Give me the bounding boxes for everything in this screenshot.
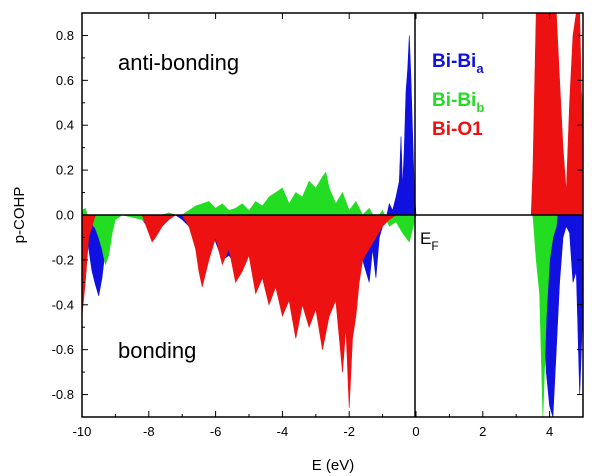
x-axis-title: E (eV) <box>312 457 355 474</box>
x-tick-label: -4 <box>277 424 289 439</box>
y-axis-title: p-COHP <box>11 187 28 244</box>
x-tick-label: -8 <box>143 424 155 439</box>
fermi-level-subscript: F <box>431 239 438 253</box>
legend-entry-label: Bi-Bi <box>432 51 476 72</box>
y-tick-label: 0.8 <box>56 28 74 43</box>
x-tick-label: 2 <box>479 424 486 439</box>
y-tick-label: -0.4 <box>52 297 74 312</box>
annotation-anti-bonding: anti-bonding <box>118 50 239 75</box>
legend-entry-subscript: a <box>476 61 484 76</box>
legend-entry-label: Bi-Bi <box>432 90 476 111</box>
x-tick-label: -2 <box>343 424 355 439</box>
y-tick-label: -0.6 <box>52 342 74 357</box>
x-tick-label: 0 <box>412 424 419 439</box>
legend-entry-label: Bi-O1 <box>432 119 483 140</box>
legend-entry-1: Bi-Bia <box>432 51 484 76</box>
legend-entry-2: Bi-Bib <box>432 90 484 115</box>
annotation-bonding: bonding <box>118 338 196 363</box>
y-tick-label: -0.2 <box>52 252 74 267</box>
x-tick-label: -10 <box>73 424 92 439</box>
y-tick-label: 0.6 <box>56 73 74 88</box>
y-tick-label: -0.8 <box>52 387 74 402</box>
legend-entry-subscript: b <box>476 100 484 115</box>
x-tick-label: 4 <box>546 424 553 439</box>
legend-entry-3: Bi-O1 <box>432 119 483 140</box>
x-tick-label: -6 <box>210 424 222 439</box>
fermi-level-label: EF <box>420 229 439 253</box>
y-tick-label: 0.2 <box>56 163 74 178</box>
y-tick-label: 0.4 <box>56 118 74 133</box>
fermi-level-main: E <box>420 229 431 248</box>
y-tick-label: 0.0 <box>56 208 74 223</box>
